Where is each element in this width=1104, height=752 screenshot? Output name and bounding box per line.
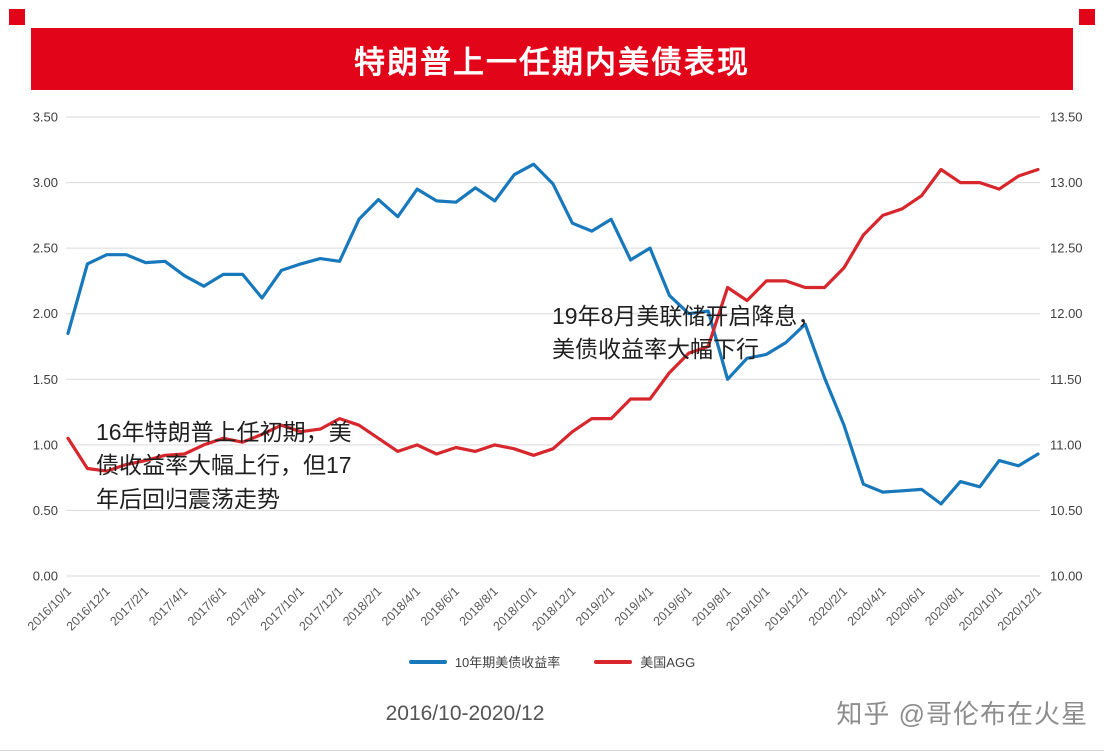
y-axis-tick-left: 0.50 <box>33 503 58 518</box>
y-axis-tick-right: 13.50 <box>1050 110 1083 125</box>
legend-item-10y-yield: 10年期美债收益率 <box>408 652 561 671</box>
legend: 10年期美债收益率 美国AGG <box>0 652 1104 671</box>
y-axis-tick-left: 0.00 <box>33 569 58 584</box>
y-axis-tick-right: 11.00 <box>1050 437 1082 452</box>
chart-title-banner: 特朗普上一任期内美债表现 <box>31 28 1073 90</box>
x-axis-tick: 2018/2/1 <box>340 584 384 628</box>
chart-area: 3.50 13.50 3.00 13.00 2.50 12.50 2.00 12.00 1.50… <box>0 100 1104 660</box>
legend-label-us-agg: 美国AGG <box>640 655 696 670</box>
x-axis-tick: 2018/6/1 <box>418 584 462 628</box>
x-axis-tick: 2019/6/1 <box>651 584 695 628</box>
line-chart: 3.50 13.50 3.00 13.00 2.50 12.50 2.00 12.00 1.50… <box>25 110 1083 634</box>
legend-line-blue-icon <box>408 659 447 664</box>
x-axis-tick: 2019/4/1 <box>612 584 656 628</box>
y-axis-tick-right: 12.00 <box>1050 306 1083 321</box>
y-axis-tick-right: 13.00 <box>1050 175 1083 190</box>
x-axis-tick: 2020/4/1 <box>845 584 889 628</box>
y-axis-tick-left: 2.50 <box>33 241 58 256</box>
x-axis-tick: 2017/4/1 <box>146 584 190 628</box>
corner-decoration-left <box>9 9 25 25</box>
watermark: 知乎 @哥伦布在火星 <box>836 699 1088 729</box>
annotation-trump-initial: 16年特朗普上任初期，美 债收益率大幅上行，但17 年后回归震荡走势 <box>96 419 352 512</box>
series-line-red <box>66 167 1040 473</box>
y-axis-tick-left: 1.50 <box>33 372 58 387</box>
legend-item-us-agg: 美国AGG <box>594 652 695 671</box>
y-axis-tick-right: 12.50 <box>1050 241 1083 256</box>
x-axis-tick: 2020/6/1 <box>883 584 927 628</box>
y-axis-tick-right: 10.50 <box>1050 503 1083 518</box>
y-axis-tick-left: 3.50 <box>33 110 58 125</box>
series-line-blue <box>66 162 1040 506</box>
legend-label-10y-yield: 10年期美债收益率 <box>454 655 561 670</box>
y-axis-tick-right: 11.50 <box>1050 372 1082 387</box>
page-title: 特朗普上一任期内美债表现 <box>354 44 750 80</box>
y-axis-tick-left: 2.00 <box>33 306 58 321</box>
y-axis-tick-left: 1.00 <box>33 437 58 452</box>
x-axis-tick: 2019/2/1 <box>573 584 617 628</box>
annotation-rate-cut: 19年8月美联储开启降息， 美债收益率大幅下行 <box>552 303 821 363</box>
x-axis-tick: 2020/2/1 <box>806 584 850 628</box>
legend-line-red-icon <box>594 659 633 664</box>
x-axis-tick: 2017/2/1 <box>107 584 151 628</box>
y-axis-tick-left: 3.00 <box>33 175 58 190</box>
date-range-caption: 2016/10-2020/12 <box>385 702 545 725</box>
y-axis-tick-right: 10.00 <box>1050 569 1083 584</box>
x-axis-tick: 2018/4/1 <box>379 584 423 628</box>
x-axis-tick: 2017/6/1 <box>185 584 229 628</box>
corner-decoration-right <box>1079 9 1095 25</box>
bottom-divider <box>0 750 1104 751</box>
